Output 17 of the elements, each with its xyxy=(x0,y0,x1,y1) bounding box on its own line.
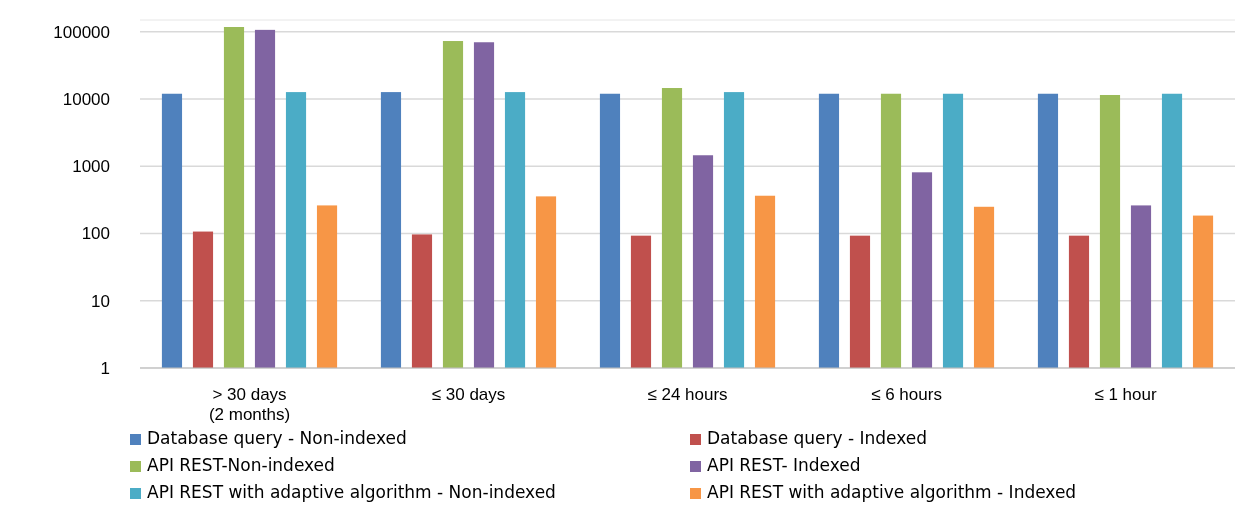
legend-label: API REST-Non-indexed xyxy=(147,455,335,475)
x-tick-label: > 30 days (2 months) xyxy=(208,385,291,425)
legend-label: API REST with adaptive algorithm - Indexed xyxy=(707,482,1077,502)
y-tick-label: 10 xyxy=(91,291,110,311)
legend-label: API REST with adaptive algorithm - Non-indexed xyxy=(147,482,556,502)
legend-label: API REST- Indexed xyxy=(707,455,861,475)
y-tick-label: 100 xyxy=(81,224,110,244)
y-tick-label: 1000 xyxy=(72,157,110,177)
x-tick-label: ≤ 1 hour xyxy=(1094,385,1157,405)
legend-label: Database query - Indexed xyxy=(707,428,928,448)
x-tick-label: ≤ 24 hours xyxy=(647,385,728,405)
x-tick-label: ≤ 30 days xyxy=(431,385,506,405)
y-tick-label: 1 xyxy=(100,358,110,378)
x-tick-label: ≤ 6 hours xyxy=(871,385,942,405)
legend-label: Database query - Non-indexed xyxy=(147,428,407,448)
y-tick-label: 100000 xyxy=(53,22,110,42)
y-tick-label: 10000 xyxy=(62,90,110,110)
